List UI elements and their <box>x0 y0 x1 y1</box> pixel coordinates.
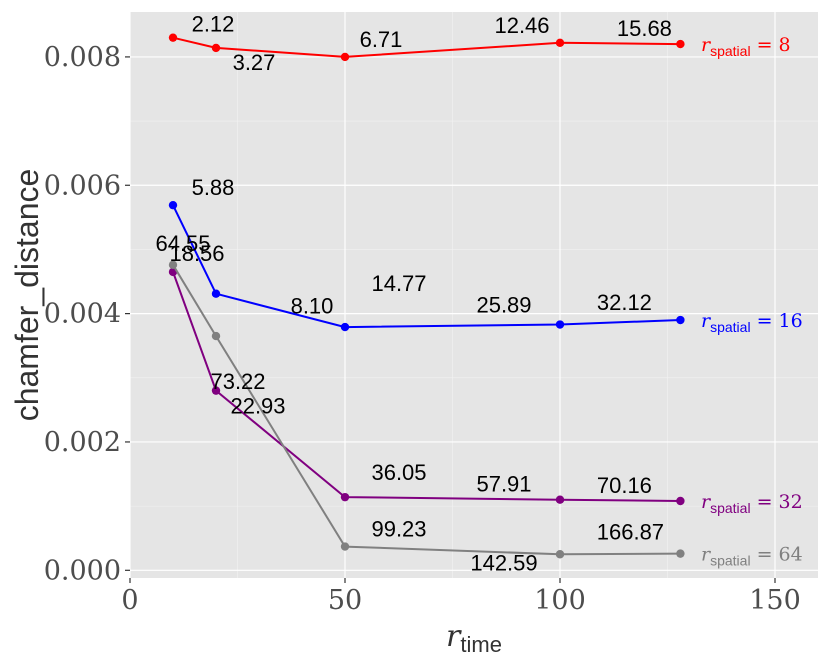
series-label-sub: spatial <box>710 43 750 59</box>
plot-background <box>130 12 818 578</box>
series-label-main: r <box>701 34 712 56</box>
series-label-eq: = 16 <box>751 310 803 332</box>
x-tick-label: 50 <box>328 585 362 616</box>
point-label: 64.55 <box>155 231 210 256</box>
y-tick-label: 0.002 <box>44 427 121 458</box>
series-label: rspatial = 32 <box>701 491 803 516</box>
data-point <box>168 33 178 42</box>
data-point <box>676 315 685 325</box>
series-label-sub: spatial <box>710 500 750 516</box>
point-label: 5.88 <box>192 175 235 200</box>
data-point <box>555 320 565 329</box>
point-label: 25.89 <box>476 293 531 318</box>
data-point <box>340 322 350 332</box>
data-point <box>555 38 565 48</box>
x-axis-title-sub: time <box>460 632 502 657</box>
point-label: 142.59 <box>470 550 537 575</box>
data-point <box>555 495 565 504</box>
point-label: 2.12 <box>192 12 235 37</box>
series-label: rspatial = 8 <box>701 34 791 59</box>
x-tick-label: 0 <box>121 585 138 616</box>
y-tick-label: 0.000 <box>44 555 121 586</box>
data-point <box>340 52 350 62</box>
series-label-main: r <box>701 310 712 332</box>
series-label-main: r <box>701 491 712 513</box>
x-tick-label: 100 <box>534 585 586 616</box>
series-0 <box>168 33 685 62</box>
series-label-sub: spatial <box>710 553 750 569</box>
series-label-main: r <box>701 544 712 566</box>
data-point <box>168 260 178 270</box>
point-label: 18.56 <box>169 241 224 266</box>
data-point <box>211 331 221 341</box>
data-point <box>211 43 221 53</box>
data-point <box>211 386 221 395</box>
data-point <box>168 200 178 210</box>
y-tick-label: 0.008 <box>44 42 121 73</box>
data-point <box>340 542 350 551</box>
y-tick-label: 0.006 <box>44 170 121 201</box>
x-axis-title: rtime <box>446 619 502 657</box>
point-label: 36.05 <box>371 460 426 485</box>
series-label-eq: = 32 <box>751 491 803 513</box>
point-label: 70.16 <box>597 473 652 498</box>
data-point <box>676 549 685 558</box>
point-label: 15.68 <box>617 16 672 41</box>
point-label: 57.91 <box>476 472 531 497</box>
point-label: 99.23 <box>371 517 426 542</box>
series-label-sub: spatial <box>710 319 750 335</box>
data-point <box>676 39 685 49</box>
series-1 <box>168 200 685 332</box>
data-point <box>211 289 221 298</box>
series-label: rspatial = 16 <box>701 310 803 335</box>
point-label: 6.71 <box>360 27 403 52</box>
point-label: 3.27 <box>233 50 276 75</box>
series-label-eq: = 64 <box>751 544 803 566</box>
point-label: 22.93 <box>230 394 285 419</box>
point-label: 166.87 <box>597 520 664 545</box>
point-labels: 2.12 3.27 6.71 12.46 15.68 5.88 8.10 14.77 25.89… <box>155 12 671 576</box>
point-label: 8.10 <box>291 294 334 319</box>
axis-ticks: 0 50 100 150 0.000 0.002 0.004 0.006 0.008 <box>44 42 801 616</box>
data-point <box>676 496 685 506</box>
x-axis-title-main: r <box>446 619 462 654</box>
point-label: 12.46 <box>494 13 549 38</box>
y-tick-label: 0.004 <box>44 299 121 330</box>
series-3 <box>168 260 685 559</box>
series-label-eq: = 8 <box>751 34 791 56</box>
y-axis-title: chamfer_distance <box>9 169 45 422</box>
series-layer <box>168 33 685 559</box>
series-label: rspatial = 64 <box>701 544 803 569</box>
data-point <box>340 492 350 502</box>
point-label: 32.12 <box>597 290 652 315</box>
point-label: 73.22 <box>210 369 265 394</box>
point-label: 14.77 <box>371 271 426 296</box>
data-point <box>555 550 565 559</box>
x-tick-label: 150 <box>749 585 801 616</box>
grid-lines <box>129 12 818 578</box>
